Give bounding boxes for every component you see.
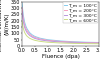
T_m = 600°C — [32, 39, 33, 40]
T_m = 200°C — [22, 12, 23, 13]
T_m = 600°C — [25, 34, 26, 35]
T_m = 600°C — [21, 20, 23, 21]
T_m = 100°C — [98, 42, 100, 43]
T_m = 200°C — [98, 42, 100, 43]
T_m = 600°C — [98, 43, 100, 44]
T_m = 100°C — [73, 41, 74, 42]
T_m = 300°C — [34, 38, 35, 39]
Line: T_m = 200°C: T_m = 200°C — [22, 7, 99, 43]
T_m = 600°C — [47, 42, 48, 43]
T_m = 200°C — [86, 42, 87, 43]
T_m = 600°C — [39, 41, 41, 42]
T_m = 100°C — [86, 42, 87, 43]
T_m = 600°C — [34, 40, 35, 41]
T_m = 200°C — [60, 41, 61, 42]
T_m = 300°C — [24, 27, 25, 28]
T_m = 200°C — [29, 34, 30, 35]
T_m = 300°C — [32, 37, 33, 38]
T_m = 300°C — [29, 35, 30, 36]
T_m = 200°C — [21, 7, 23, 8]
T_m = 300°C — [73, 42, 74, 43]
T_m = 300°C — [25, 30, 26, 31]
T_m = 200°C — [47, 40, 48, 41]
T_m = 100°C — [29, 32, 30, 33]
T_m = 600°C — [86, 43, 87, 44]
T_m = 600°C — [26, 36, 28, 37]
Line: T_m = 300°C: T_m = 300°C — [22, 12, 99, 43]
T_m = 100°C — [47, 39, 48, 40]
T_m = 200°C — [25, 28, 26, 29]
X-axis label: Fluence (dpa): Fluence (dpa) — [42, 55, 79, 59]
T_m = 100°C — [34, 36, 35, 37]
T_m = 300°C — [26, 32, 28, 33]
T_m = 600°C — [73, 43, 74, 44]
T_m = 300°C — [39, 39, 41, 40]
T_m = 200°C — [23, 18, 24, 19]
Line: T_m = 600°C: T_m = 600°C — [22, 21, 99, 44]
T_m = 100°C — [39, 38, 41, 39]
Line: T_m = 100°C: T_m = 100°C — [22, 3, 99, 42]
Y-axis label: Thermal conductivity
(W/m/K): Thermal conductivity (W/m/K) — [0, 0, 9, 53]
T_m = 200°C — [24, 24, 25, 25]
Legend: T_m = 100°C, T_m = 200°C, T_m = 300°C, T_m = 600°C: T_m = 100°C, T_m = 200°C, T_m = 300°C, T… — [63, 2, 98, 23]
T_m = 600°C — [29, 38, 30, 39]
T_m = 600°C — [23, 28, 24, 29]
T_m = 600°C — [24, 32, 25, 33]
T_m = 200°C — [34, 37, 35, 38]
T_m = 300°C — [23, 21, 24, 22]
